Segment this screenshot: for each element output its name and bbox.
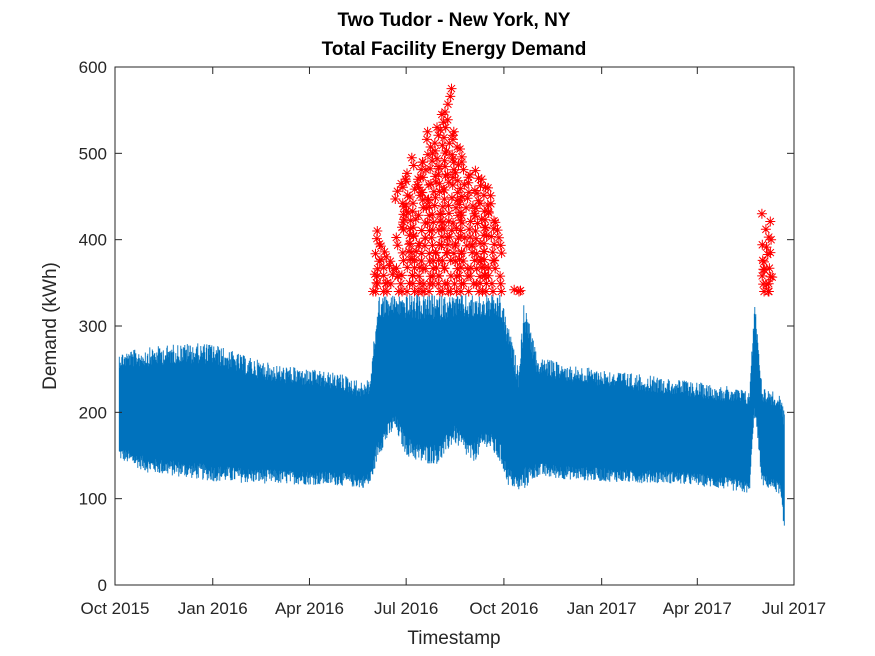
x-tick-label: Oct 2016 bbox=[469, 599, 538, 618]
demand-line bbox=[118, 295, 785, 526]
x-tick-label: Jan 2016 bbox=[178, 599, 248, 618]
y-tick-label: 100 bbox=[79, 490, 107, 509]
x-tick-label: Apr 2017 bbox=[663, 599, 732, 618]
x-axis-label: Timestamp bbox=[407, 628, 500, 649]
x-tick-label: Jul 2017 bbox=[762, 599, 826, 618]
x-tick-label: Jul 2016 bbox=[374, 599, 438, 618]
x-axis-ticks: Oct 2015 Jan 2016 Apr 2016 Jul 2016 Oct 2016… bbox=[81, 67, 826, 618]
y-axis-ticks: 0 100 200 300 400 500 600 bbox=[79, 58, 794, 595]
x-tick-label: Oct 2015 bbox=[81, 599, 150, 618]
y-tick-label: 200 bbox=[79, 403, 107, 422]
peak-marker bbox=[423, 148, 441, 297]
x-tick-label: Apr 2016 bbox=[275, 599, 344, 618]
y-tick-label: 500 bbox=[79, 144, 107, 163]
y-tick-label: 0 bbox=[98, 576, 107, 595]
demand-series bbox=[118, 295, 785, 526]
x-tick-label: Jan 2017 bbox=[567, 599, 637, 618]
peak-marker bbox=[759, 264, 778, 297]
chart-subtitle: Total Facility Energy Demand bbox=[322, 39, 587, 60]
peak-marker-series bbox=[368, 83, 778, 297]
chart-title: Two Tudor - New York, NY bbox=[338, 10, 571, 31]
y-axis-label: Demand (kWh) bbox=[40, 262, 61, 390]
y-tick-label: 300 bbox=[79, 317, 107, 336]
y-tick-label: 400 bbox=[79, 231, 107, 250]
peak-marker bbox=[509, 284, 526, 297]
y-tick-label: 600 bbox=[79, 58, 107, 77]
peak-marker bbox=[489, 217, 507, 297]
